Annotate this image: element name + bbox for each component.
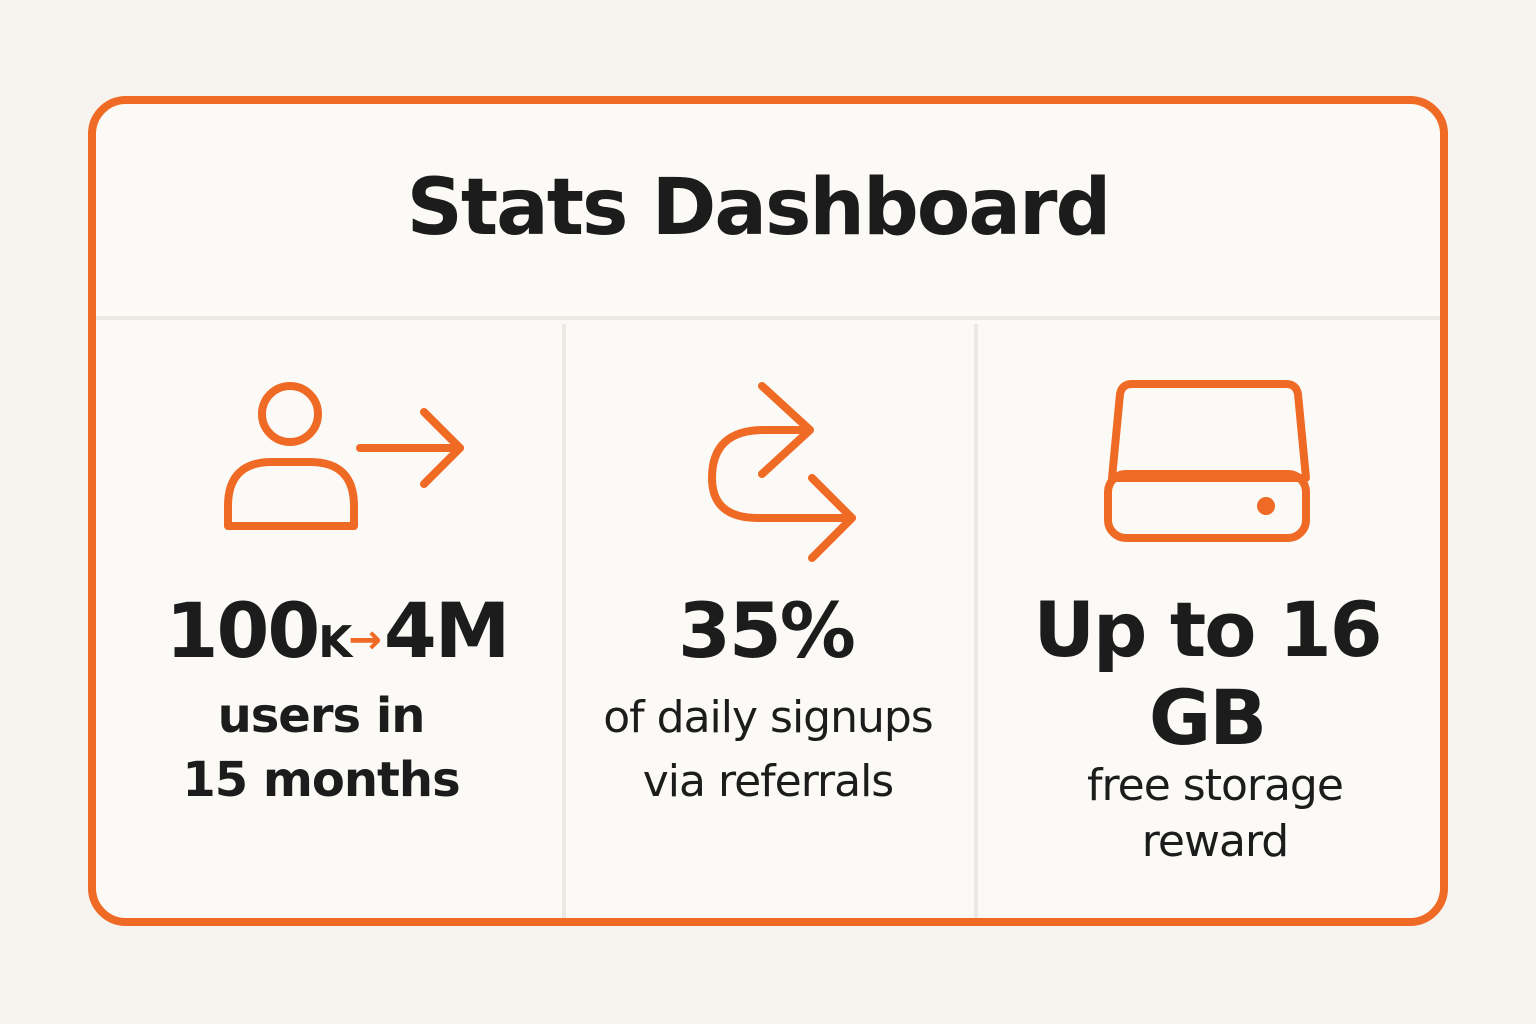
stat-card-referrals: 35% of daily signups via referrals [562,324,974,918]
stats-columns: 100K→4M users in 15 months 35% of daily … [96,324,1440,918]
description-line: users in [217,688,426,744]
description-line: via referrals [642,756,894,807]
value-start: 100 [165,586,321,675]
growth-arrow: → [348,617,382,663]
stat-value-storage: Up to 16 GB [976,586,1438,762]
value-unit: K [318,617,353,668]
description-line: of daily signups [603,692,933,743]
value-end: 4M [383,586,511,675]
stats-dashboard-card: Stats Dashboard 100K→4M users in 15 mont… [88,96,1448,926]
hard-drive-icon [1104,380,1310,542]
stat-card-users: 100K→4M users in 15 months [96,324,562,918]
card-header: Stats Dashboard [96,104,1440,320]
description-line: free storage [1087,760,1344,811]
user-arrow-icon [224,382,464,530]
stat-card-storage: Up to 16 GB free storage reward [974,324,1440,918]
stat-description-storage: free storage reward [984,758,1440,870]
value-line: GB [1148,673,1267,762]
value-line: Up to 16 [1033,585,1382,674]
stat-description-users: users in 15 months [96,684,554,812]
stat-description-referrals: of daily signups via referrals [564,686,972,814]
description-line: reward [1141,816,1289,867]
redirect-arrows-icon [707,382,856,562]
stat-value-referrals: 35% [678,586,856,675]
dashboard-title: Stats Dashboard [406,163,1112,253]
description-line: 15 months [182,752,460,808]
stat-value-users: 100K→4M [96,586,562,675]
